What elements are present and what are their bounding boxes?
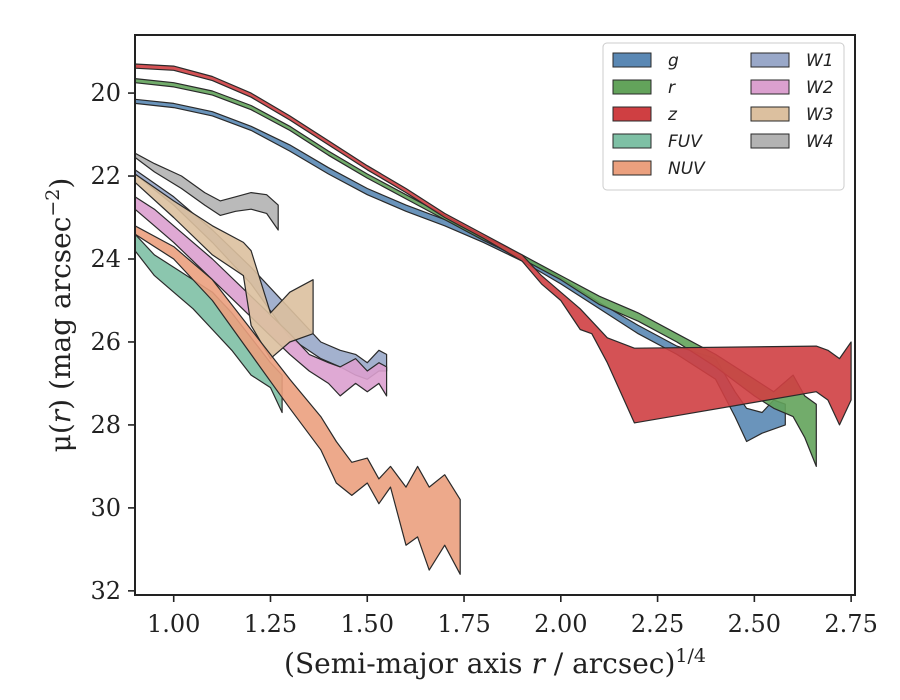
plot-frame (134, 34, 856, 596)
x-axis-label-var: r (531, 647, 546, 680)
legend-swatch-w1 (750, 52, 790, 68)
x-tick-label: 1.25 (244, 610, 297, 638)
x-tick-label: 1.00 (147, 610, 200, 638)
legend-label-g: g (668, 51, 679, 71)
x-tick-label: 2.75 (824, 610, 877, 638)
x-axis-label: (Semi-major axis r / arcsec)1/4 (284, 645, 706, 680)
y-tick-label: 20 (90, 79, 121, 107)
x-axis-label-post: / arcsec) (545, 647, 676, 680)
y-tick-label: 24 (90, 245, 121, 273)
y-tick-label: 32 (90, 577, 121, 605)
y-axis-label: μ(r) (mag arcsec−2) (42, 178, 77, 453)
legend-label-w1: W1 (806, 51, 834, 71)
legend-swatch-w3 (750, 106, 790, 122)
x-axis-ticks: 1.00 1.25 1.50 1.75 2.00 2.25 2.50 2.75 (147, 595, 878, 638)
legend-label-r: r (668, 78, 676, 98)
legend-label-w4: W4 (806, 132, 834, 152)
profile-bands (135, 63, 852, 575)
legend: grz FUV NUV W1 W2 W3 W4 (602, 42, 845, 191)
band-nuv (135, 225, 461, 575)
y-tick-label: 22 (90, 162, 121, 190)
y-axis-label-post: ) (mag arcsec (44, 217, 77, 410)
legend-swatch-fuv (612, 133, 652, 149)
legend-swatch-z (612, 106, 652, 122)
y-tick-label: 30 (90, 494, 121, 522)
x-tick-label: 2.25 (631, 610, 684, 638)
legend-swatch-nuv (612, 160, 652, 176)
legend-label-fuv: FUV (668, 132, 703, 152)
y-tick-label: 26 (90, 328, 121, 356)
y-axis-label-var: r (44, 408, 77, 423)
band-z (135, 63, 852, 426)
y-axis-ticks: 20 22 24 26 28 30 32 (90, 79, 135, 605)
legend-label-w3: W3 (806, 105, 834, 125)
y-axis-label-sup: −2 (42, 189, 64, 217)
x-tick-label: 1.75 (437, 610, 490, 638)
legend-swatch-g (612, 52, 652, 68)
legend-swatch-r (612, 79, 652, 95)
x-axis-label-pre: (Semi-major axis (284, 647, 531, 680)
y-axis-label-pre: μ( (44, 423, 77, 452)
band-w3 (135, 173, 314, 360)
legend-label-nuv: NUV (668, 159, 706, 179)
y-tick-label: 28 (90, 411, 121, 439)
legend-swatch-w4 (750, 133, 790, 149)
band-w4 (135, 152, 279, 231)
band-r (135, 78, 817, 467)
x-tick-label: 2.50 (728, 610, 781, 638)
legend-label-z: z (667, 105, 678, 125)
legend-swatch-w2 (750, 79, 790, 95)
y-axis-label-end: ) (44, 178, 77, 189)
band-g (135, 98, 786, 443)
x-tick-label: 2.00 (534, 610, 587, 638)
legend-label-w2: W2 (806, 78, 834, 98)
x-axis-label-sup: 1/4 (675, 645, 706, 667)
x-tick-label: 1.50 (341, 610, 394, 638)
